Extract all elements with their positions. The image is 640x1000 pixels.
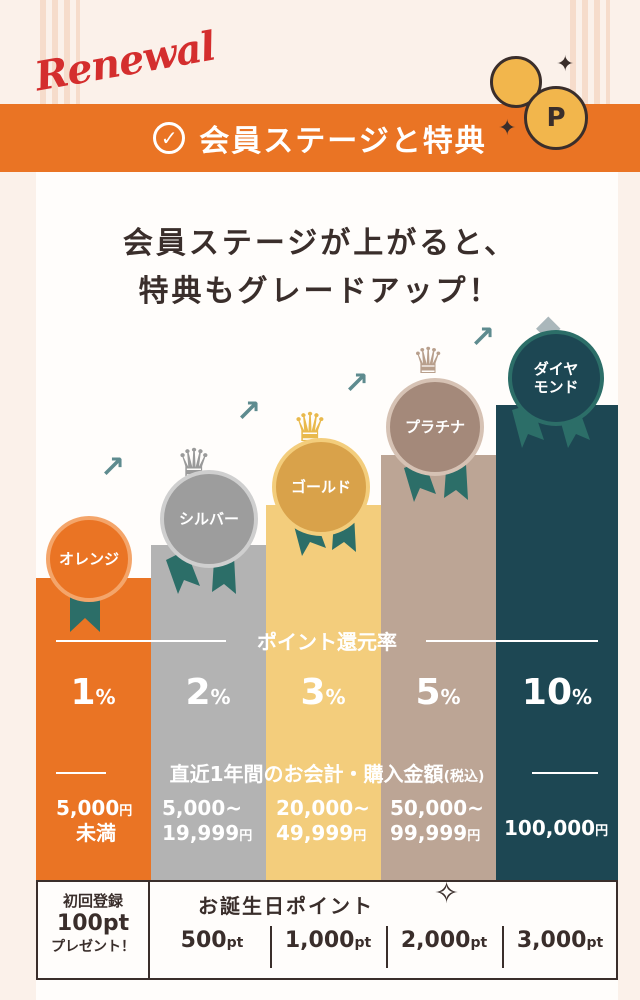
initial-registration-bonus: 初回登録 100pt プレゼント！ [38, 882, 150, 978]
amount-unit: 円 [239, 829, 253, 844]
check-icon: ✓ [153, 122, 186, 154]
amount-line2: 49,999 [276, 821, 354, 845]
amount-gold: 20,000~ 49,999円 [276, 796, 391, 846]
amount-line1: 5,000~ [162, 796, 243, 820]
headline-line2: 特典もグレードアップ！ [138, 274, 502, 309]
amount-line2: 未満 [76, 821, 116, 845]
stage-bar-gold [266, 505, 381, 880]
medal-diamond: ダイヤ モンド [508, 330, 604, 426]
stage-bar-diamond [496, 405, 618, 880]
rate-unit: % [95, 685, 116, 709]
amount-unit: 円 [595, 824, 609, 839]
stage-name-diamond: ダイヤ モンド [533, 360, 579, 396]
rate-diamond: 10% [502, 672, 612, 713]
rate-unit: % [572, 685, 593, 709]
points-unit: pt [586, 935, 604, 951]
tax-note: (税込) [443, 769, 485, 785]
sparkle-icon: ✦ [498, 116, 517, 141]
rate-value: 2 [185, 672, 211, 713]
birthday-points-platinum: 3,000pt [502, 928, 618, 953]
coin-label: P [546, 103, 566, 133]
amount-unit: 円 [119, 804, 133, 819]
separator [386, 926, 388, 968]
arrow-icon: ↗ [344, 366, 370, 401]
amount-unit: 円 [467, 829, 481, 844]
birthday-points-orange: 500pt [154, 928, 270, 953]
rate-value: 10 [521, 672, 573, 713]
arrow-icon: ↗ [100, 450, 126, 485]
rate-value: 3 [300, 672, 326, 713]
divider-line [532, 772, 598, 774]
medal-gold: ゴールド [272, 438, 370, 536]
points-value: 3,000 [516, 928, 587, 953]
stage-name-platinum: プラチナ [404, 418, 465, 436]
point-rate-label: ポイント還元率 [257, 630, 397, 654]
purchase-amount-text: 直近1年間のお会計・購入金額 [169, 762, 444, 786]
rate-platinum: 5% [383, 672, 493, 713]
arrow-icon: ↗ [236, 394, 262, 429]
points-value: 2,000 [400, 928, 471, 953]
points-unit: pt [470, 935, 488, 951]
points-value: 1,000 [284, 928, 355, 953]
amount-line2: 99,999 [390, 821, 468, 845]
divider-line [426, 640, 598, 642]
stage-bar-silver [151, 545, 266, 880]
points-unit: pt [354, 935, 372, 951]
birthday-points-gold: 2,000pt [386, 928, 502, 953]
stage-name-orange: オレンジ [58, 550, 119, 568]
platinum-crown-icon: ♛ [412, 341, 445, 382]
birthday-points-silver: 1,000pt [270, 928, 386, 953]
points-unit: pt [226, 935, 244, 951]
amount-diamond: 100,000円 [504, 816, 619, 841]
rate-value: 1 [70, 672, 96, 713]
points-value: 500 [180, 928, 227, 953]
medal-platinum: プラチナ [386, 378, 484, 476]
rate-gold: 3% [268, 672, 378, 713]
arrow-icon: ↗ [470, 320, 496, 355]
rate-unit: % [325, 685, 346, 709]
party-popper-icon: ✧ [434, 876, 460, 911]
separator [270, 926, 272, 968]
separator [502, 926, 504, 968]
stage-name-silver: シルバー [178, 510, 239, 528]
bonus-box: 初回登録 100pt プレゼント！ お誕生日ポイント ✧ 500pt 1,000… [36, 876, 618, 980]
initial-line1: 初回登録 [62, 892, 123, 910]
amount-silver: 5,000~ 19,999円 [162, 796, 277, 846]
decor-stripe-left [40, 0, 80, 110]
rate-unit: % [210, 685, 231, 709]
stage-bar-platinum [381, 455, 496, 880]
rate-value: 5 [415, 672, 441, 713]
rate-unit: % [440, 685, 461, 709]
decor-stripe-right [570, 0, 610, 110]
stage-name-gold: ゴールド [290, 478, 351, 496]
amount-platinum: 50,000~ 99,999円 [390, 796, 505, 846]
stage-bar-orange [36, 578, 151, 880]
headline-line1: 会員ステージが上がると、 [122, 226, 518, 261]
point-coin-icon: P [524, 86, 588, 150]
amount-line2: 19,999 [162, 821, 240, 845]
amount-unit: 円 [353, 829, 367, 844]
medal-silver: シルバー [160, 470, 258, 568]
medal-orange: オレンジ [46, 516, 132, 602]
birthday-points-title: お誕生日ポイント [198, 894, 374, 918]
sparkle-icon: ✦ [556, 52, 575, 77]
amount-orange: 5,000円 未満 [56, 796, 171, 846]
initial-line2: 100pt [56, 911, 130, 936]
section-title: 会員ステージと特典 [199, 124, 487, 159]
amount-line1: 20,000~ [276, 796, 370, 820]
purchase-amount-label: 直近1年間のお会計・購入金額(税込) [36, 758, 618, 787]
rate-orange: 1% [38, 672, 148, 713]
amount-line1: 5,000 [56, 796, 120, 820]
rate-silver: 2% [153, 672, 263, 713]
divider-line [56, 772, 106, 774]
divider-line [56, 640, 226, 642]
initial-line3: プレゼント！ [51, 939, 135, 955]
amount-line1: 100,000 [504, 816, 596, 840]
amount-line1: 50,000~ [390, 796, 484, 820]
